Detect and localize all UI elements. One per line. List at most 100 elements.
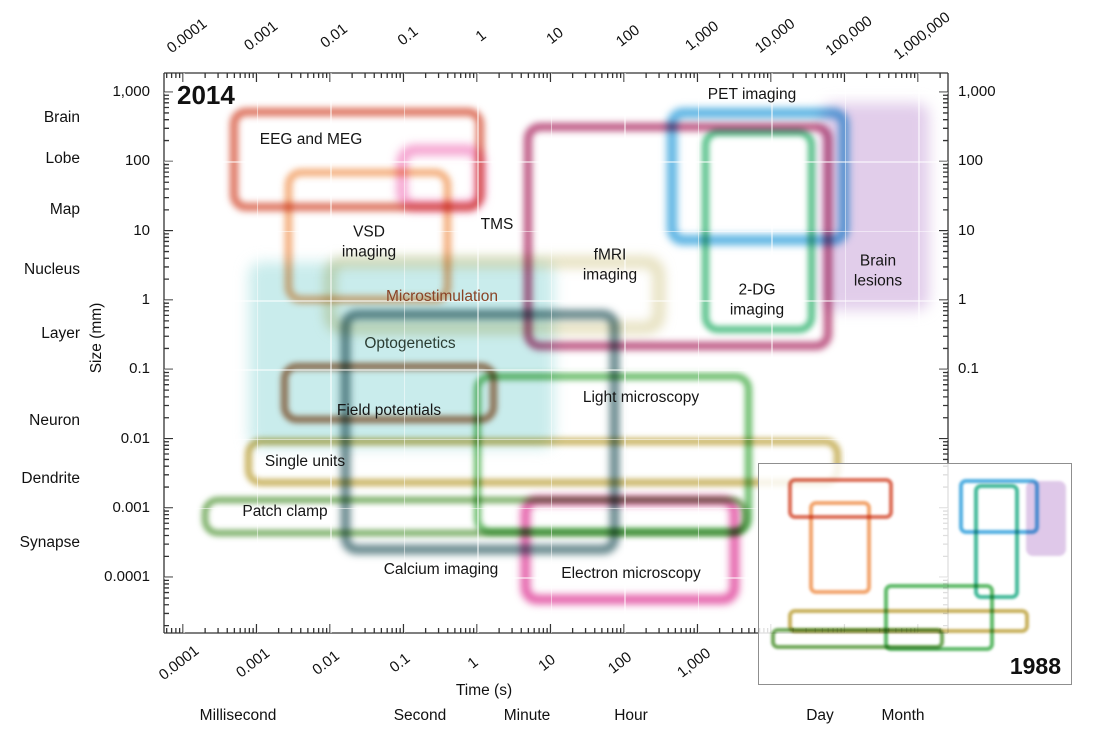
y-tick-label-left: 1: [141, 291, 150, 308]
method-rect-patch-clamp: [202, 497, 748, 537]
x-tick-label-bottom: 10: [534, 651, 559, 675]
gridline-horizontal: [164, 92, 948, 94]
gridline-horizontal: [164, 438, 948, 441]
method-label-microstimulation: Microstimulation: [386, 287, 498, 305]
method-label-optogenetics: Optogenetics: [364, 334, 456, 352]
x-tick-label-top: 0.0001: [163, 15, 211, 57]
x-tick-label-top: 1: [472, 26, 490, 46]
method-rect-field-potentials: [280, 362, 498, 423]
x-tick-label-top: 100,000: [821, 12, 876, 60]
y-tick-label-left: 0.01: [120, 429, 150, 447]
anatomy-label-synapse: Synapse: [19, 534, 80, 551]
method-label-tms: TMS: [480, 215, 514, 233]
inset-1988-panel: 1988: [758, 463, 1072, 685]
y-tick-label-left: 0.1: [129, 360, 150, 378]
gridline-horizontal: [164, 230, 948, 233]
x-tick-label-top: 10,000: [751, 15, 799, 57]
x-tick-label-bottom: 100: [604, 648, 636, 678]
anatomy-label-layer: Layer: [41, 325, 80, 342]
gridline-vertical: [550, 73, 552, 633]
gridline-vertical: [256, 73, 258, 633]
inset-rect-light-microscopy: [883, 584, 994, 651]
x-tick-label-top: 0.001: [240, 17, 281, 55]
anatomy-label-brain: Brain: [43, 109, 80, 126]
method-rect-tms: [397, 146, 485, 210]
time-unit-label-minute: Minute: [503, 707, 551, 724]
method-rect-single-units: [244, 437, 841, 487]
method-label-pet-imaging: PET imaging: [707, 85, 797, 103]
y-tick-label-right: 1: [958, 291, 967, 308]
method-rect-calcium-imaging: [340, 310, 620, 555]
x-tick-label-bottom: 0.001: [232, 644, 273, 682]
inset-rect-eeg-and-meg: [787, 477, 894, 520]
gridline-vertical: [771, 73, 773, 633]
method-label-calcium-imaging: Calcium imaging: [383, 560, 499, 578]
inset-rect-brain-lesions: [1025, 481, 1067, 556]
main-year-title: 2014: [177, 80, 235, 110]
x-tick-label-top: 1,000: [681, 17, 722, 55]
method-label-2-dg-imaging: 2-DG imaging: [729, 281, 785, 319]
gridline-vertical: [918, 73, 920, 633]
inset-year-title: 1988: [1009, 653, 1061, 679]
method-label-light-microscopy: Light microscopy: [582, 388, 700, 406]
time-unit-label-day: Day: [806, 707, 834, 724]
y-tick-label-left: 0.0001: [104, 568, 150, 586]
y-tick-label-right: 0.1: [958, 360, 979, 378]
gridline-vertical: [183, 73, 185, 633]
method-label-eeg-and-meg: EEG and MEG: [259, 130, 363, 148]
gridline-vertical: [330, 73, 332, 633]
y-tick-label-left: 100: [124, 152, 150, 170]
method-label-field-potentials: Field potentials: [336, 401, 442, 419]
y-tick-label-right: 1,000: [958, 83, 996, 101]
method-label-single-units: Single units: [264, 452, 346, 470]
inset-rect-patch-clamp: [770, 628, 944, 649]
gridline-vertical: [844, 73, 846, 633]
time-unit-label-millisecond: Millisecond: [199, 707, 277, 724]
method-rect-pet-imaging: [667, 107, 850, 246]
gridline-horizontal: [164, 300, 948, 302]
y-tick-label-right: 100: [958, 152, 984, 170]
x-tick-label-bottom: 1: [464, 653, 482, 673]
method-label-patch-clamp: Patch clamp: [242, 502, 328, 520]
method-label-vsd-imaging: VSD imaging: [341, 223, 397, 261]
x-tick-label-bottom: 1,000: [673, 644, 714, 682]
method-rect-electron-microscopy: [520, 495, 740, 605]
gridline-horizontal: [164, 577, 948, 579]
gridline-vertical: [477, 73, 479, 633]
y-tick-label-left: 10: [133, 221, 150, 239]
y-axis-title: Size (mm): [88, 302, 105, 374]
gridline-horizontal: [164, 161, 948, 163]
time-unit-label-second: Second: [393, 707, 447, 724]
method-label-electron-microscopy: Electron microscopy: [561, 564, 701, 582]
gridline-vertical: [624, 73, 626, 633]
method-label-fmri-imaging: fMRI imaging: [582, 246, 638, 284]
x-tick-label-bottom: 0.0001: [155, 642, 203, 684]
x-axis-title: Time (s): [455, 682, 513, 699]
method-label-brain-lesions: Brain lesions: [853, 252, 903, 290]
inset-rect-2-dg-imaging: [974, 483, 1019, 599]
x-tick-label-top: 100: [612, 21, 644, 51]
y-tick-label-left: 0.001: [112, 498, 150, 516]
x-tick-label-bottom: 0.1: [386, 649, 413, 677]
x-tick-label-top: 10: [542, 24, 567, 48]
anatomy-label-lobe: Lobe: [45, 150, 80, 167]
inset-rect-vsd-imaging: [808, 501, 872, 595]
x-tick-label-bottom: 0.01: [309, 647, 343, 679]
x-tick-label-top: 0.01: [317, 20, 351, 52]
time-unit-label-month: Month: [881, 707, 925, 724]
method-rect-vsd-imaging: [284, 168, 452, 304]
x-tick-label-top: 0.1: [394, 22, 421, 50]
y-tick-label-left: 1,000: [112, 83, 150, 101]
anatomy-label-nucleus: Nucleus: [24, 261, 80, 278]
y-tick-label-right: 10: [958, 221, 975, 239]
gridline-horizontal: [164, 369, 948, 371]
gridline-horizontal: [164, 507, 948, 510]
gridline-vertical: [403, 73, 405, 633]
time-unit-label-hour: Hour: [614, 707, 648, 724]
anatomy-label-map: Map: [49, 201, 80, 218]
gridline-vertical: [697, 73, 699, 633]
anatomy-label-dendrite: Dendrite: [21, 470, 80, 487]
anatomy-label-neuron: Neuron: [29, 412, 80, 429]
